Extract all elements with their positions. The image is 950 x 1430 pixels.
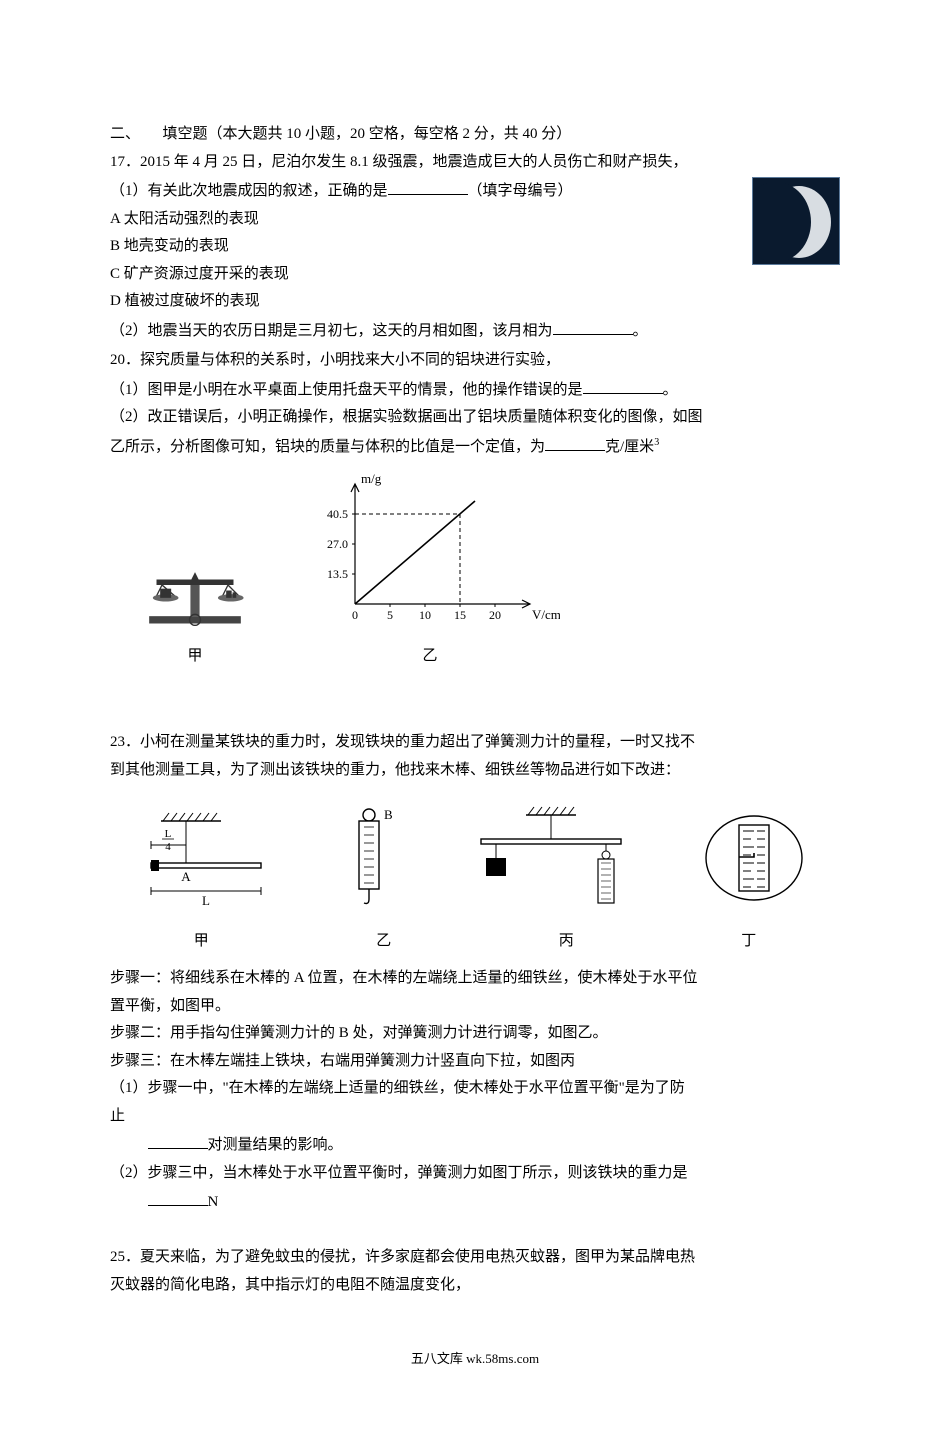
q20-stem: 20．探究质量与体积的关系时，小明找来大小不同的铝块进行实验， (110, 348, 840, 374)
q17-sub1-blank (388, 177, 468, 195)
q25-stem2: 灭蚊器的简化电路，其中指示灯的电阻不随温度变化， (110, 1273, 840, 1299)
q23-svg-bing (466, 803, 636, 913)
q23-fig-jia: A L 4 L (141, 803, 271, 923)
balance-weight2 (233, 592, 237, 598)
balance-object (160, 588, 171, 597)
q17-optC: C 矿产资源过度开采的表现 (110, 262, 840, 288)
section-header: 二、 填空题（本大题共 10 小题，20 空格，每空格 2 分，共 40 分） (110, 122, 840, 148)
bing-hatch (528, 807, 574, 815)
jia-rod (151, 863, 261, 868)
q23-stem1: 23．小柯在测量某铁块的重力时，发现铁块的重力超出了弹簧测力计的量程，一时又找不 (110, 730, 840, 756)
xtick-label-4: 20 (489, 608, 501, 622)
q20-sub2b: 乙所示，分析图像可知，铝块的质量与体积的比值是一个定值，为 克/厘米3 (110, 433, 840, 461)
ytick-label-3: 40.5 (327, 507, 348, 521)
q17-sub2: （2）地震当天的农历日期是三月初七，这天的月相如图，该月相为 。 (110, 317, 840, 345)
q23-fig-bing (466, 803, 636, 923)
jia-A-label: A (182, 869, 192, 884)
q20-sub1: （1）图甲是小明在水平桌面上使用托盘天平的情景，他的操作错误的是 。 (110, 376, 840, 404)
jia-L4-top: L (165, 828, 172, 840)
q20-label-jia: 甲 (140, 644, 250, 670)
q23-step1b: 置平衡，如图甲。 (110, 994, 840, 1020)
q23-sub2-unit: N (208, 1194, 219, 1210)
bing-weight (486, 858, 506, 876)
q23-label-bing: 丙 (475, 929, 658, 955)
q20-figures: 甲 13.5 27.0 40.5 (110, 474, 840, 669)
ytick-label-1: 13.5 (327, 567, 348, 581)
q20-sub1-suffix: 。 (663, 382, 678, 398)
q23-sub1-blankline: 对测量结果的影响。 (110, 1131, 840, 1159)
q23-label-yi: 乙 (293, 929, 476, 955)
q25-stem1: 25．夏天来临，为了避免蚊虫的侵扰，许多家庭都会使用电热灭蚊器，图甲为某品牌电热 (110, 1245, 840, 1271)
balance-pointer (191, 572, 198, 579)
q20-sub1-blank (583, 376, 663, 394)
q17-sub1-prefix: （1）有关此次地震成因的叙述，正确的是 (110, 183, 388, 199)
bing-ring (602, 851, 610, 859)
q23-sub1-suffix: 对测量结果的影响。 (208, 1137, 343, 1153)
y-axis-label: m/g (361, 474, 382, 486)
ytick-label-2: 27.0 (327, 537, 348, 551)
yi-B-label: B (384, 807, 393, 822)
q17-sub2-prefix: （2）地震当天的农历日期是三月初七，这天的月相如图，该月相为 (110, 323, 553, 339)
q17-sub1-suffix: （填字母编号） (468, 183, 573, 199)
balance-pillar (190, 584, 199, 616)
origin-label: 0 (352, 608, 358, 622)
q20-sub1-prefix: （1）图甲是小明在水平桌面上使用托盘天平的情景，他的操作错误的是 (110, 382, 583, 398)
mass-volume-chart: 13.5 27.0 40.5 0 5 10 15 20 m/g V/cm³ (300, 474, 560, 634)
x-axis-label: V/cm³ (532, 607, 560, 622)
balance-figure-jia: 甲 (140, 552, 250, 670)
q17-optB: B 地壳变动的表现 (110, 234, 840, 260)
q17-sub2-suffix: 。 (633, 323, 648, 339)
jia-L4-bot: 4 (166, 841, 172, 853)
balance-weight1 (226, 590, 232, 597)
yi-ring (363, 809, 375, 821)
q20-sub2a: （2）改正错误后，小明正确操作，根据实验数据画出了铝块质量随体积变化的图像，如图 (110, 405, 840, 431)
xtick-label-1: 5 (387, 608, 393, 622)
q23-svg-jia: A L 4 L (141, 803, 271, 913)
q23-labels: 甲 乙 丙 丁 (110, 929, 840, 955)
q20-sub2b-unit: 克/厘米 (605, 439, 654, 455)
yi-body (359, 821, 379, 889)
bing-rod (481, 839, 621, 844)
moon-phase-image (752, 177, 840, 265)
q23-label-ding: 丁 (658, 929, 841, 955)
page-footer: 五八文库 wk.58ms.com (110, 1348, 840, 1370)
q23-sub1a: （1）步骤一中，"在木棒的左端绕上适量的细铁丝，使木棒处于水平位置平衡"是为了防 (110, 1076, 840, 1102)
q23-svg-ding (699, 803, 809, 913)
q23-sub1-blank (148, 1131, 208, 1149)
q17-optD: D 植被过度破坏的表现 (110, 289, 840, 315)
q20-sub2b-prefix: 乙所示，分析图像可知，铝块的质量与体积的比值是一个定值，为 (110, 439, 545, 455)
q23-step2: 步骤二：用手指勾住弹簧测力计的 B 处，对弹簧测力计进行调零，如图乙。 (110, 1021, 840, 1047)
q23-sub1b: 止 (110, 1104, 840, 1130)
q20-sub2b-blank (545, 433, 605, 451)
q23-fig-ding (699, 803, 809, 923)
xtick-label-3: 15 (454, 608, 466, 622)
q23-stem2: 到其他测量工具，为了测出该铁块的重力，他找来木棒、细铁丝等物品进行如下改进： (110, 758, 840, 784)
q23-fig-yi: B (334, 803, 404, 923)
q23-step1a: 步骤一：将细线系在木棒的 A 位置，在木棒的左端绕上适量的细铁丝，使木棒处于水平… (110, 966, 840, 992)
q17-sub2-blank (553, 317, 633, 335)
chart-figure-yi: 13.5 27.0 40.5 0 5 10 15 20 m/g V/cm³ (300, 474, 560, 669)
q23-sub2-blankline: N (110, 1188, 840, 1216)
yi-hook (364, 889, 369, 904)
q23-sub2: （2）步骤三中，当木棒处于水平位置平衡时，弹簧测力如图丁所示，则该铁块的重力是 (110, 1161, 840, 1187)
q23-step3: 步骤三：在木棒左端挂上铁块，右端用弹簧测力计竖直向下拉，如图丙 (110, 1049, 840, 1075)
jia-L-label: L (202, 893, 210, 908)
q23-sub2-blank (148, 1188, 208, 1206)
balance-beam (157, 579, 234, 585)
balance-base (149, 616, 241, 623)
q20-sub2b-sup: 3 (654, 437, 659, 448)
jia-hatch (163, 813, 217, 821)
ding-scale-body (739, 825, 769, 891)
q17-stem: 17．2015 年 4 月 25 日，尼泊尔发生 8.1 级强震，地震造成巨大的… (110, 150, 840, 176)
balance-svg (140, 552, 250, 635)
q23-svg-yi: B (334, 803, 404, 913)
q23-label-jia: 甲 (110, 929, 293, 955)
q20-label-yi: 乙 (300, 644, 560, 670)
jia-wire (151, 860, 159, 871)
q17-sub1: （1）有关此次地震成因的叙述，正确的是 （填字母编号） (110, 177, 840, 205)
q17-optA: A 太阳活动强烈的表现 (110, 207, 840, 233)
q23-figures-row: A L 4 L B (110, 803, 840, 923)
xtick-label-2: 10 (419, 608, 431, 622)
